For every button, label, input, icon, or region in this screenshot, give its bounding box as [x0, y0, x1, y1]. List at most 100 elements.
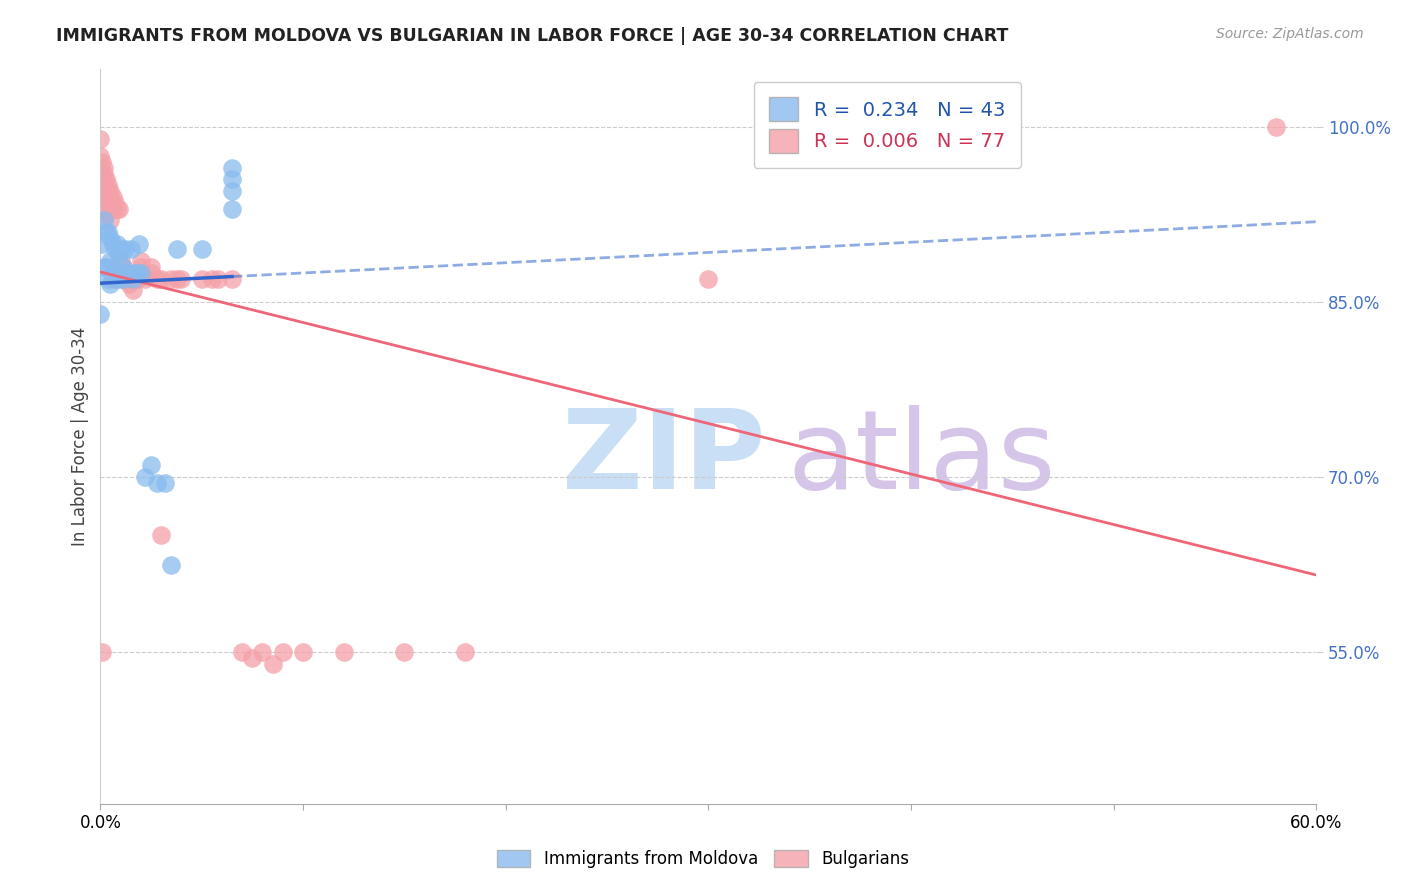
- Point: [93, 202, 115, 216]
- Point: [103, 243, 125, 257]
- Point: [262, 657, 284, 671]
- Point: [153, 475, 176, 490]
- Point: [150, 271, 173, 285]
- Point: [150, 528, 173, 542]
- Point: [96, 184, 118, 198]
- Point: [129, 260, 152, 274]
- Point: [110, 254, 132, 268]
- Point: [91, 155, 114, 169]
- Point: [91, 178, 114, 193]
- Point: [110, 243, 132, 257]
- Point: [89, 131, 111, 145]
- Point: [190, 243, 212, 257]
- Point: [160, 271, 183, 285]
- Y-axis label: In Labor Force | Age 30-34: In Labor Force | Age 30-34: [72, 326, 89, 546]
- Point: [93, 190, 115, 204]
- Point: [89, 161, 111, 175]
- Point: [129, 266, 152, 280]
- Point: [146, 271, 169, 285]
- Text: ZIP: ZIP: [562, 405, 766, 512]
- Point: [93, 213, 115, 227]
- Point: [134, 271, 156, 285]
- Point: [105, 266, 128, 280]
- Point: [240, 651, 263, 665]
- Point: [271, 645, 294, 659]
- Text: Source: ZipAtlas.com: Source: ZipAtlas.com: [1216, 27, 1364, 41]
- Point: [96, 207, 118, 221]
- Point: [118, 277, 141, 292]
- Point: [115, 266, 138, 280]
- Point: [111, 260, 134, 274]
- Point: [128, 266, 150, 280]
- Point: [89, 184, 111, 198]
- Point: [107, 202, 129, 216]
- Point: [139, 458, 162, 473]
- Point: [103, 271, 125, 285]
- Point: [124, 271, 146, 285]
- Point: [124, 266, 146, 280]
- Point: [139, 266, 162, 280]
- Point: [105, 236, 128, 251]
- Point: [111, 271, 134, 285]
- Point: [201, 271, 224, 285]
- Point: [190, 271, 212, 285]
- Point: [105, 260, 128, 274]
- Point: [93, 161, 115, 175]
- Point: [103, 195, 125, 210]
- Point: [107, 271, 129, 285]
- Point: [170, 271, 193, 285]
- Point: [97, 178, 120, 193]
- Point: [100, 277, 122, 292]
- Point: [125, 271, 148, 285]
- Legend: R =  0.234   N = 43, R =  0.006   N = 77: R = 0.234 N = 43, R = 0.006 N = 77: [754, 82, 1021, 169]
- Point: [121, 283, 143, 297]
- Point: [252, 645, 274, 659]
- Point: [97, 195, 120, 210]
- Point: [89, 149, 111, 163]
- Point: [110, 266, 132, 280]
- Point: [160, 558, 183, 572]
- Point: [100, 213, 122, 227]
- Point: [97, 225, 120, 239]
- Point: [100, 184, 122, 198]
- Point: [100, 231, 122, 245]
- Point: [96, 190, 118, 204]
- Point: [115, 271, 138, 285]
- Point: [118, 266, 141, 280]
- Point: [166, 271, 188, 285]
- Text: atlas: atlas: [787, 405, 1056, 512]
- Point: [114, 271, 136, 285]
- Point: [221, 172, 243, 186]
- Point: [101, 202, 124, 216]
- Point: [93, 178, 115, 193]
- Point: [93, 167, 115, 181]
- Point: [100, 190, 122, 204]
- Point: [101, 266, 124, 280]
- Point: [107, 260, 129, 274]
- Point: [332, 645, 354, 659]
- Point: [454, 645, 477, 659]
- Point: [129, 254, 152, 268]
- Point: [103, 266, 125, 280]
- Point: [221, 202, 243, 216]
- Point: [89, 307, 111, 321]
- Point: [97, 271, 120, 285]
- Point: [221, 161, 243, 175]
- Point: [93, 260, 115, 274]
- Point: [96, 172, 118, 186]
- Point: [96, 225, 118, 239]
- Legend: Immigrants from Moldova, Bulgarians: Immigrants from Moldova, Bulgarians: [491, 843, 915, 875]
- Point: [207, 271, 229, 285]
- Point: [91, 645, 114, 659]
- Point: [100, 254, 122, 268]
- Point: [110, 266, 132, 280]
- Point: [120, 243, 142, 257]
- Point: [111, 260, 134, 274]
- Point: [96, 195, 118, 210]
- Point: [96, 260, 118, 274]
- Point: [101, 271, 124, 285]
- Point: [146, 475, 169, 490]
- Point: [97, 184, 120, 198]
- Point: [291, 645, 314, 659]
- Point: [125, 266, 148, 280]
